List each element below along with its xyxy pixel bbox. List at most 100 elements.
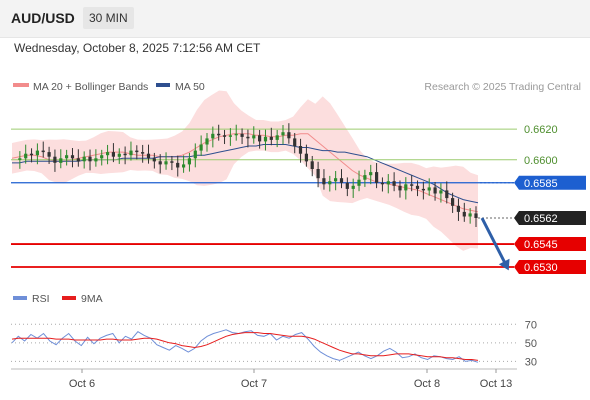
candle-body xyxy=(88,156,92,162)
candle-body xyxy=(182,164,186,168)
candle-body xyxy=(369,172,373,176)
candle-body xyxy=(433,187,437,194)
candle-body xyxy=(158,161,162,165)
candle-body xyxy=(275,135,279,140)
candle-body xyxy=(339,178,344,183)
candle-body xyxy=(117,153,121,157)
candle-body xyxy=(380,182,384,185)
candle-body xyxy=(170,161,174,163)
candle-body xyxy=(357,179,361,186)
candle-body xyxy=(205,138,209,145)
candle-body xyxy=(141,152,145,154)
candle-body xyxy=(427,187,431,191)
forecast-arrow-shaft xyxy=(480,217,508,266)
candle-body xyxy=(76,158,80,162)
candle-body xyxy=(211,133,215,139)
forecast-arrow-group xyxy=(480,217,510,271)
candle-body xyxy=(217,133,221,136)
candle-body xyxy=(451,198,455,206)
candle-body xyxy=(474,213,478,218)
candle-body xyxy=(263,136,268,142)
candle-body xyxy=(135,150,139,153)
candle-body xyxy=(375,172,379,183)
time-tick-label: Oct 6 xyxy=(69,378,95,390)
candle-body xyxy=(258,135,262,142)
candle-body xyxy=(176,162,180,168)
forecast-arrow-head xyxy=(498,258,510,271)
source-credit: Research © 2025 Trading Central xyxy=(424,81,581,93)
candle-body xyxy=(35,150,39,156)
header-bar: AUD/USD 30 MIN xyxy=(0,0,590,38)
candle-body xyxy=(345,182,349,189)
candle-body xyxy=(152,158,156,162)
candle-body xyxy=(316,169,320,179)
candle-body xyxy=(41,150,45,153)
price-levels-group: 0.6620 0.6600 0.6585 0.6562 0.6545 0.6530 xyxy=(11,124,586,275)
candle-body xyxy=(29,153,34,156)
bollinger-band-group xyxy=(12,90,478,251)
candle-body xyxy=(351,185,355,189)
candle-body xyxy=(129,150,133,156)
candle-body xyxy=(53,156,57,163)
candle-body xyxy=(164,161,168,165)
time-tick-label: Oct 13 xyxy=(480,378,512,390)
candle-body xyxy=(24,153,28,159)
ma50-legend-swatch xyxy=(156,83,170,87)
candle-body xyxy=(65,155,69,159)
candle-body xyxy=(468,213,472,217)
candle-body xyxy=(187,158,191,165)
candle-body xyxy=(82,156,86,162)
rsi-ma-legend-swatch xyxy=(62,296,76,300)
candle-body xyxy=(310,161,314,169)
timestamp: Wednesday, October 8, 2025 7:12:56 AM CE… xyxy=(14,41,261,55)
candle-body xyxy=(222,135,227,137)
candles-group xyxy=(18,123,478,228)
rsi-legend-swatch xyxy=(13,296,27,300)
candle-body xyxy=(281,132,285,136)
candle-body xyxy=(322,178,326,185)
rsi-ma-legend-label: 9MA xyxy=(81,293,103,305)
time-tick-label: Oct 7 xyxy=(241,378,267,390)
candle-body xyxy=(146,153,151,159)
candle-body xyxy=(94,158,98,162)
candle-body xyxy=(287,132,291,139)
candle-body xyxy=(363,175,367,180)
candle-body xyxy=(18,158,22,160)
candle-body xyxy=(234,133,238,136)
rsi-panel: 30 50 70 xyxy=(11,319,537,368)
candle-body xyxy=(334,178,338,182)
candle-body xyxy=(462,211,466,217)
candle-body xyxy=(111,152,115,157)
resistance-label: 0.6600 xyxy=(524,155,558,167)
candle-body xyxy=(240,133,244,137)
resistance-label: 0.6620 xyxy=(524,124,558,136)
candle-body xyxy=(410,184,414,186)
ma20-legend-label: MA 20 + Bollinger Bands xyxy=(33,81,148,93)
candle-body xyxy=(398,185,402,191)
rsi-ma-line xyxy=(11,332,479,361)
candle-body xyxy=(106,152,110,156)
candle-body xyxy=(59,158,63,163)
candle-body xyxy=(47,152,51,157)
rsi-tick-label: 50 xyxy=(525,338,537,350)
rsi-tick-label: 70 xyxy=(525,319,537,331)
support-price-tag xyxy=(514,237,586,252)
candle-body xyxy=(392,181,396,186)
support-price-label: 0.6530 xyxy=(524,262,558,274)
candle-body xyxy=(252,135,256,139)
candle-body xyxy=(269,136,273,140)
candle-body xyxy=(439,190,443,194)
current-price-label: 0.6562 xyxy=(524,213,558,225)
support-price-label: 0.6545 xyxy=(524,239,558,251)
candle-body xyxy=(421,188,425,191)
support-price-tag xyxy=(514,260,586,275)
pivot-price-tag xyxy=(514,175,586,190)
timeframe-badge[interactable]: 30 MIN xyxy=(83,7,134,29)
candle-body xyxy=(193,150,197,159)
rsi-legend-label: RSI xyxy=(32,293,50,305)
candle-body xyxy=(123,153,127,156)
candle-body xyxy=(228,135,232,137)
ma50-legend-label: MA 50 xyxy=(175,81,205,93)
candle-body xyxy=(415,185,420,189)
